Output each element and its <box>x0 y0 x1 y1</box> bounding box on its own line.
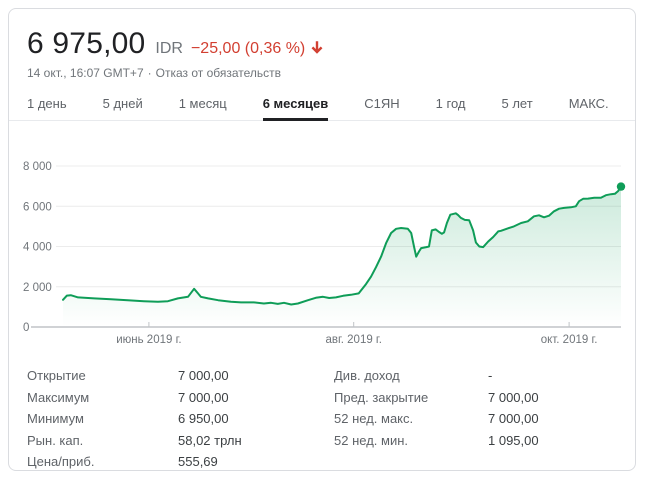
stat-label: Див. доход <box>334 368 400 383</box>
y-axis-tick-label: 6 000 <box>23 201 52 213</box>
stat-row-mktcap: Рын. кап. 58,02 трлн <box>27 430 334 452</box>
stat-row-open: Открытие 7 000,00 <box>27 365 334 387</box>
tab-1-month[interactable]: 1 месяц <box>178 96 227 111</box>
stat-label: Цена/приб. <box>27 454 95 469</box>
price-change: −25,00 (0,36 %) <box>190 40 306 57</box>
stats-column-right: Див. доход - Пред. закрытие 7 000,00 52 … <box>334 365 617 470</box>
tab-5-days[interactable]: 5 дней <box>102 96 143 111</box>
price-row: 6 975,00 IDR −25,00 (0,36 %) <box>27 27 617 61</box>
stat-row-high: Максимум 7 000,00 <box>27 387 334 409</box>
tab-ytd[interactable]: С1ЯН <box>364 96 400 111</box>
arrow-down-icon <box>309 39 325 60</box>
disclaimer-link[interactable]: Отказ от обязательств <box>155 66 282 80</box>
quote-timestamp: 14 окт., 16:07 GMT+7 <box>27 66 144 80</box>
last-price-dot <box>616 182 626 191</box>
stat-value: 7 000,00 <box>178 389 229 405</box>
quote-header: 6 975,00 IDR −25,00 (0,36 %) 14 окт., 16… <box>9 9 635 80</box>
stat-row-pe: Цена/приб. 555,69 <box>27 451 334 470</box>
x-axis-tick-label: окт. 2019 г. <box>541 334 598 346</box>
tab-6-months[interactable]: 6 месяцев <box>262 87 328 121</box>
stat-row-divyield: Див. доход - <box>334 365 617 387</box>
stat-row-low: Минимум 6 950,00 <box>27 408 334 430</box>
stat-label: Минимум <box>27 411 84 426</box>
x-axis-tick-label: авг. 2019 г. <box>325 334 381 346</box>
stat-label: Рын. кап. <box>27 432 84 448</box>
y-axis-tick-label: 4 000 <box>23 242 52 254</box>
currency-code: IDR <box>155 40 183 57</box>
stat-value: 555,69 <box>178 454 218 469</box>
stat-value: 58,02 трлн <box>178 432 242 448</box>
stats-column-left: Открытие 7 000,00 Максимум 7 000,00 Мини… <box>27 365 334 470</box>
price-chart-svg: 8 000 6 000 4 000 2 000 0 июнь 2019 г. авг. 20… <box>23 161 626 346</box>
stat-label: Максимум <box>27 389 90 405</box>
stat-value: 7 000,00 <box>178 368 229 383</box>
quote-subline: 14 окт., 16:07 GMT+7 · Отказ от обязательс… <box>27 66 617 80</box>
stat-value: 6 950,00 <box>178 411 229 426</box>
tab-1-year[interactable]: 1 год <box>435 96 466 111</box>
stat-row-52w-high: 52 нед. макс. 7 000,00 <box>334 408 617 430</box>
current-price: 6 975,00 <box>27 27 146 60</box>
y-axis-tick-label: 2 000 <box>23 282 52 294</box>
tab-max[interactable]: МАКС. <box>568 96 609 111</box>
finance-quote-card: 6 975,00 IDR −25,00 (0,36 %) 14 окт., 16… <box>8 8 636 471</box>
stat-value: 7 000,00 <box>488 389 539 405</box>
price-area <box>63 186 621 327</box>
key-stats: Открытие 7 000,00 Максимум 7 000,00 Мини… <box>9 353 635 470</box>
stat-row-prevclose: Пред. закрытие 7 000,00 <box>334 387 617 409</box>
y-axis-tick-label: 0 <box>23 322 29 334</box>
stat-label: Пред. закрытие <box>334 389 429 405</box>
stat-label: Открытие <box>27 368 86 383</box>
stat-label: 52 нед. мин. <box>334 432 408 448</box>
price-chart[interactable]: 8 000 6 000 4 000 2 000 0 июнь 2019 г. авг. 20… <box>9 121 635 353</box>
stat-value: 7 000,00 <box>488 411 539 426</box>
price-line <box>62 185 622 306</box>
tab-1-day[interactable]: 1 день <box>27 96 67 111</box>
stat-row-52w-low: 52 нед. мин. 1 095,00 <box>334 430 617 452</box>
dot-separator: · <box>147 66 152 80</box>
y-axis-tick-label: 8 000 <box>23 161 52 173</box>
stat-value: 1 095,00 <box>488 432 539 448</box>
stat-label: 52 нед. макс. <box>334 411 414 426</box>
stat-value: - <box>488 368 493 383</box>
tab-5-years[interactable]: 5 лет <box>501 96 533 111</box>
time-range-tabs: 1 день 5 дней 1 месяц 6 месяцев С1ЯН 1 г… <box>9 87 635 121</box>
x-axis-tick-label: июнь 2019 г. <box>116 334 181 346</box>
